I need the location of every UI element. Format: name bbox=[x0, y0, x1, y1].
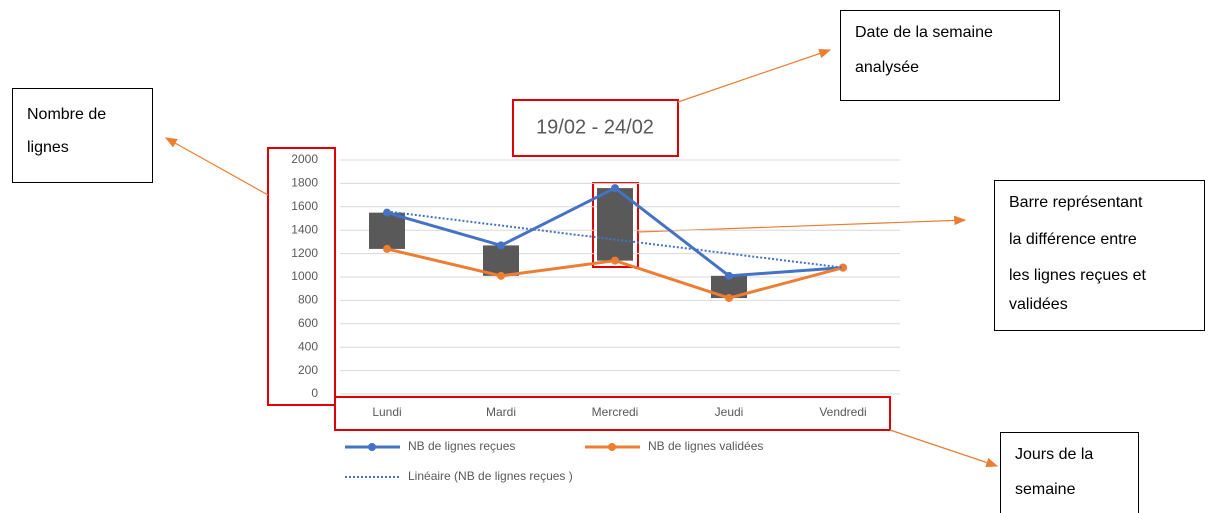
up-down-bar bbox=[711, 275, 747, 299]
y-tick-label: 1000 bbox=[291, 269, 318, 283]
x-tick-label: Mercredi bbox=[592, 405, 639, 419]
arrow bbox=[164, 137, 269, 196]
point bbox=[383, 244, 391, 253]
legend-label: NB de lignes reçues bbox=[408, 439, 515, 453]
annotation-box bbox=[1000, 432, 1139, 513]
annotation-box bbox=[840, 10, 1060, 101]
y-tick-label: 1200 bbox=[291, 246, 318, 260]
annotation-text: lignes bbox=[27, 139, 69, 156]
y-tick-label: 600 bbox=[298, 316, 318, 330]
annotation-text: semaine bbox=[1015, 481, 1076, 498]
point bbox=[725, 294, 733, 303]
arrow bbox=[677, 48, 832, 103]
x-tick-label: Mardi bbox=[486, 405, 516, 419]
annotation-text: Jours de la bbox=[1015, 446, 1093, 463]
up-down-bar bbox=[597, 188, 633, 261]
annotation-text: les lignes reçues et bbox=[1009, 267, 1147, 284]
arrow bbox=[889, 429, 999, 468]
annotation-text: Barre représentant bbox=[1009, 194, 1143, 211]
legend-swatch bbox=[608, 443, 616, 451]
y-tick-label: 800 bbox=[298, 293, 318, 307]
x-axis-highlight bbox=[334, 396, 891, 431]
x-tick-label: Jeudi bbox=[715, 405, 744, 419]
point bbox=[383, 208, 391, 217]
annotation-text: validées bbox=[1009, 296, 1068, 313]
up-down-bar bbox=[369, 212, 405, 249]
annotation-box bbox=[12, 88, 153, 183]
y-tick-label: 1600 bbox=[291, 199, 318, 213]
trend-line bbox=[386, 210, 844, 269]
point bbox=[839, 263, 847, 272]
annotation-text: la différence entre bbox=[1009, 231, 1137, 248]
chart-title: 19/02 - 24/02 bbox=[536, 116, 654, 138]
point bbox=[497, 241, 505, 250]
title-highlight bbox=[512, 99, 679, 157]
point bbox=[611, 256, 619, 265]
point bbox=[611, 184, 619, 193]
y-tick-label: 1800 bbox=[291, 176, 318, 190]
x-tick-label: Vendredi bbox=[819, 405, 866, 419]
annotation-text: analysée bbox=[855, 59, 919, 76]
legend-label: Linéaire (NB de lignes reçues ) bbox=[408, 469, 573, 483]
annotation-boxes bbox=[12, 10, 1205, 513]
annotation-box bbox=[994, 180, 1205, 331]
annotation-text: Date de la semaine bbox=[855, 24, 993, 41]
highlights bbox=[267, 99, 891, 431]
up-down-bar bbox=[483, 245, 519, 276]
y-tick-label: 0 bbox=[311, 386, 318, 400]
point bbox=[497, 271, 505, 280]
point bbox=[725, 271, 733, 280]
legend-swatch bbox=[368, 443, 376, 451]
annotation-text: Nombre de bbox=[27, 106, 106, 123]
y-tick-label: 400 bbox=[298, 339, 318, 353]
x-tick-label: Lundi bbox=[372, 405, 401, 419]
y-tick-label: 2000 bbox=[291, 152, 318, 166]
y-axis-highlight bbox=[267, 147, 336, 406]
y-tick-label: 200 bbox=[298, 363, 318, 377]
legend-label: NB de lignes validées bbox=[648, 439, 763, 453]
y-tick-label: 1400 bbox=[291, 222, 318, 236]
